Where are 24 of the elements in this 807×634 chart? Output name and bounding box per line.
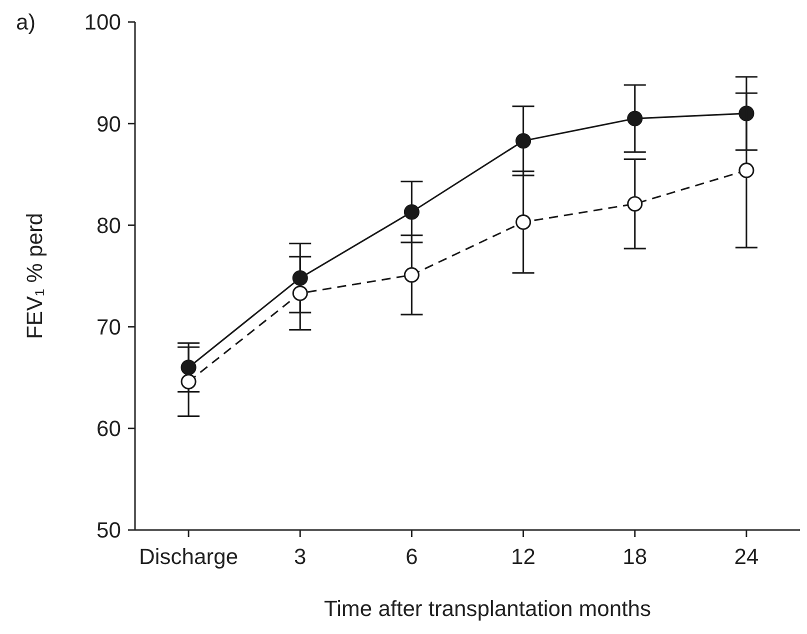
- x-tick-label: 18: [622, 544, 648, 569]
- point: [627, 196, 643, 212]
- y-tick-label: 90: [96, 111, 121, 136]
- point: [627, 110, 643, 126]
- x-tick-label: 6: [406, 544, 418, 569]
- y-tick-label: 50: [96, 518, 121, 543]
- point: [404, 204, 420, 220]
- x-axis-title: Time after transplantation months: [324, 596, 651, 621]
- point: [180, 374, 196, 390]
- y-tick-label: 80: [96, 212, 121, 238]
- y-tick-label: 100: [84, 10, 121, 35]
- point: [404, 267, 420, 283]
- x-tick-label: 3: [294, 544, 306, 569]
- x-tick-label: 24: [734, 544, 759, 569]
- point: [738, 162, 754, 178]
- x-tick-label: 12: [511, 544, 536, 569]
- y-tick-label: 60: [96, 416, 121, 442]
- point: [515, 214, 532, 230]
- point: [292, 285, 308, 302]
- x-tick-label: Discharge: [139, 544, 238, 569]
- y-axis-title: FEV₁ % perd: [22, 212, 47, 340]
- point: [515, 133, 532, 149]
- text: a): [16, 10, 36, 35]
- y-tick-label: 70: [96, 314, 121, 340]
